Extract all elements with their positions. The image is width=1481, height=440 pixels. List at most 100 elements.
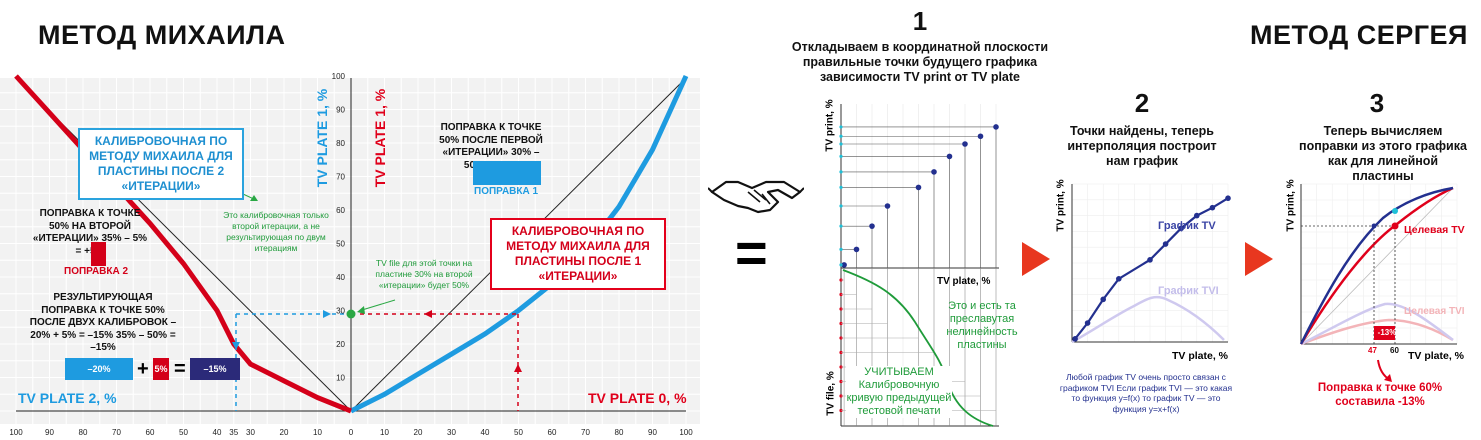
step2-graph-tvi: График TVI (1158, 285, 1219, 297)
step3-tvi-curve (1300, 302, 1454, 346)
step2-chart (1071, 183, 1231, 344)
correction-2-bar (91, 242, 106, 266)
step3-target-tvi: Целевая TVI (1404, 306, 1465, 317)
point-30 (346, 309, 356, 319)
step1-point (841, 262, 847, 268)
vertical-axis-tick: 10 (336, 374, 345, 383)
arrow-right-1 (1022, 242, 1050, 276)
step2-point (1162, 241, 1169, 247)
step2-footnote: Любой график TV очень просто связан с гр… (1059, 372, 1233, 414)
step1-green-curve (842, 269, 994, 427)
formula-equals: = (174, 358, 186, 380)
result-correction-text: РЕЗУЛЬТИРУЮЩАЯ ПОПРАВКА К ТОЧКЕ 50% ПОСЛ… (29, 292, 177, 353)
step2-point (1209, 204, 1216, 211)
calibration-box-iteration-2: КАЛИБРОВОЧНАЯ ПО МЕТОДУ МИХАИЛА ДЛЯ ПЛАС… (78, 128, 244, 200)
step2-point (1178, 225, 1184, 232)
vertical-axis-tick: 60 (336, 206, 345, 215)
axis-tv-plate-2: TV PLATE 2, % (18, 390, 117, 406)
step2-text: Точки найдены, теперь интерполяция постр… (1067, 124, 1217, 168)
step1-point (915, 184, 922, 191)
vertical-axis-tick: 20 (336, 340, 345, 349)
equals-sign: = (735, 221, 768, 284)
formula-result: –15% (190, 358, 240, 380)
right-axis-tick: 100 (679, 428, 693, 437)
correction-2-text: ПОПРАВКА К ТОЧКЕ 50% НА ВТОРОЙ «ИТЕРАЦИИ… (32, 208, 148, 257)
left-axis-tick: 80 (79, 428, 88, 437)
right-axis-tick: 50 (514, 428, 523, 437)
step1-note: Это и есть та преславутая нелинейность п… (946, 300, 1018, 351)
correction-2-label: ПОПРАВКА 2 (64, 266, 129, 277)
step1-y-label: TV print, % (824, 99, 836, 152)
step3-x-label: TV plate, % (1408, 350, 1465, 362)
left-axis-tick: 70 (112, 428, 121, 437)
step1-point (946, 153, 953, 160)
step2-point (1225, 195, 1231, 202)
step3-target-tv-curve (1299, 186, 1454, 345)
step1-x-label: TV plate, % (937, 276, 991, 287)
step3-number: 3 (1369, 88, 1385, 118)
right-axis-tick: 80 (615, 428, 624, 437)
vertical-axis-tick: 40 (336, 273, 345, 282)
step3-target-tvi-curve (1300, 318, 1454, 346)
right-axis-tick: 30 (447, 428, 456, 437)
axis-tv-plate-1-blue: TV PLATE 1, % (314, 88, 330, 188)
step3-result: Поправка к точке 60% составила -13% (1317, 382, 1443, 408)
step1-text: Откладываем в координатной плоскости пра… (791, 40, 1049, 84)
step2-point (1072, 336, 1078, 342)
step2-graph-tv: График TV (1158, 220, 1216, 232)
vertical-axis-tick: 100 (332, 72, 346, 81)
left-axis-tick: 0 (349, 428, 354, 437)
right-axis-tick: 90 (648, 428, 657, 437)
formula-5: 5% (153, 358, 169, 380)
axis-tv-plate-1-red: TV PLATE 1, % (372, 88, 388, 188)
diagonal-left (15, 77, 352, 412)
step3-x-mark-60: 60 (1390, 346, 1399, 355)
calibration-curve-iteration-2 (14, 74, 352, 414)
step2-point (1147, 257, 1153, 263)
step3-chart (1299, 183, 1458, 346)
step3-down-arrow (1377, 359, 1392, 382)
formula-plus: + (137, 358, 149, 380)
step2-point (1100, 296, 1106, 303)
vertical-axis-tick: 30 (336, 307, 345, 316)
step3-text: Теперь вычисляем поправки из этого графи… (1299, 124, 1467, 183)
step3-x-mark-47: 47 (1368, 346, 1377, 355)
left-axis-tick: 50 (179, 428, 188, 437)
arrow-right-2 (1245, 242, 1273, 276)
step2-point (1194, 212, 1200, 219)
right-axis-tick: 10 (380, 428, 389, 437)
step1-point (853, 246, 860, 253)
note-iteration-2-only: Это калибровочная только второй итерации… (223, 210, 329, 253)
step1-point (993, 124, 999, 130)
left-axis-tick: 90 (45, 428, 54, 437)
correction-1-label: ПОПРАВКА 1 (474, 186, 539, 197)
right-axis-tick: 60 (548, 428, 557, 437)
step1-point (931, 169, 937, 175)
step3-target-tv: Целевая TV (1404, 224, 1465, 236)
right-axis-tick: 70 (581, 428, 590, 437)
step1-point (869, 223, 875, 229)
title-right: МЕТОД СЕРГЕЯ (1250, 20, 1468, 50)
note-tv-file-30: TV file для этой точки на пластине 30% н… (375, 258, 473, 290)
step2-number: 2 (1134, 88, 1150, 118)
left-axis-tick: 40 (213, 428, 222, 437)
title-left: МЕТОД МИХАИЛА (38, 20, 286, 50)
left-axis-tick: 20 (280, 428, 289, 437)
left-axis-tick: 100 (9, 428, 23, 437)
step1-point (884, 203, 891, 209)
step2-tv-curve (1074, 197, 1229, 340)
left-axis-tick: 35 (229, 428, 238, 437)
step2-y-label: TV print, % (1055, 179, 1067, 232)
step2-tvi-curve (1071, 295, 1225, 344)
right-axis-tick: 40 (481, 428, 490, 437)
step2-point (1116, 276, 1122, 282)
step1-note2: УЧИТЫВАЕМ Калибровочную кривую предыдуще… (846, 366, 952, 418)
left-axis-tick: 60 (146, 428, 155, 437)
calibration-curve-iteration-1 (349, 74, 689, 414)
left-axis-tick: 30 (246, 428, 255, 437)
vertical-axis-tick: 50 (336, 240, 345, 249)
step2-x-label: TV plate, % (1172, 350, 1229, 362)
step1-y2-label: TV file, % (825, 371, 837, 416)
right-axis-tick: 20 (414, 428, 423, 437)
formula-minus20: –20% (65, 358, 133, 380)
